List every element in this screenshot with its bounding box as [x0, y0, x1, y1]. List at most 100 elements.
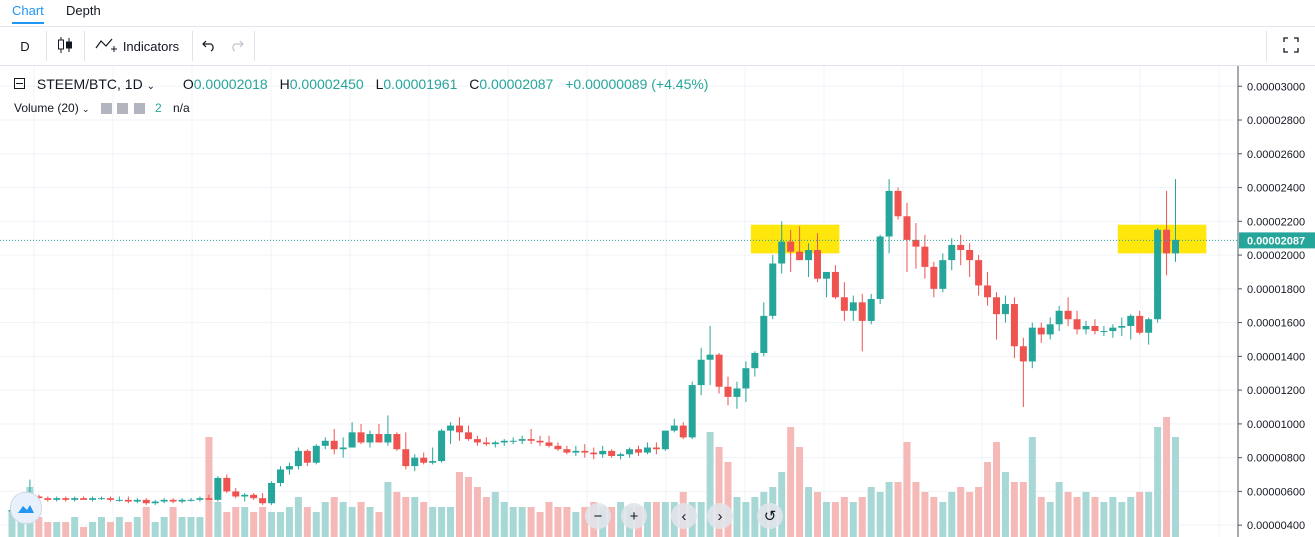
zoom-out-button[interactable]: − [585, 503, 611, 529]
volume-bar [1127, 497, 1135, 537]
candle-body [357, 432, 365, 443]
volume-bar [402, 497, 410, 537]
undo-button[interactable] [198, 27, 220, 65]
high-label: H [279, 76, 290, 92]
indicators-icon [95, 37, 119, 56]
scroll-right-button[interactable]: › [707, 503, 733, 529]
volume-bar [796, 447, 804, 537]
candle-body [966, 250, 974, 261]
candle-body [643, 447, 651, 453]
low-value: 0.00001961 [383, 76, 458, 92]
volume-bar [1145, 492, 1153, 537]
volume-bar [160, 517, 168, 537]
candle-body [939, 260, 947, 289]
volume-bar [966, 492, 974, 537]
y-tick-label: 0.00002600 [1247, 149, 1305, 161]
candlestick-icon [57, 36, 73, 57]
candle-body [688, 385, 696, 438]
redo-button[interactable] [226, 27, 248, 65]
settings-icon[interactable] [117, 103, 129, 115]
candle-body [581, 450, 589, 453]
volume-bar [98, 517, 105, 537]
y-tick-label: 0.00002800 [1247, 115, 1305, 127]
volume-bar [1010, 482, 1018, 537]
reset-chart-button[interactable]: ↺ [757, 503, 783, 529]
candle-body [840, 297, 848, 311]
candle-body [232, 491, 240, 497]
candle-body [993, 297, 1000, 315]
volume-bar [975, 487, 983, 537]
price-chart[interactable]: 0.00003000 0.00002800 0.00002600 0.00002400… [0, 66, 1315, 537]
volume-bar [303, 507, 311, 537]
volume-bar [751, 497, 759, 537]
y-tick-label: 0.00001200 [1247, 385, 1305, 397]
symbol-label[interactable]: STEEM/BTC, 1D [36, 76, 143, 92]
chevron-down-icon[interactable]: ⌄ [146, 81, 155, 92]
candle-body [1145, 319, 1153, 333]
close-icon[interactable] [133, 103, 145, 115]
candle-body [303, 450, 311, 463]
last-price-badge [1239, 232, 1315, 249]
volume-bar [805, 487, 813, 537]
volume-bar [464, 477, 472, 537]
candle-body [214, 477, 222, 500]
candle-body [1037, 327, 1045, 335]
volume-value: n/a [173, 101, 190, 115]
volume-bar [715, 447, 723, 537]
fullscreen-button[interactable] [1279, 27, 1303, 65]
separator [254, 31, 255, 61]
highlight-marks [750, 224, 1207, 254]
candle-body [98, 498, 105, 500]
volume-bar [124, 522, 132, 537]
zoom-in-button[interactable]: + [621, 503, 647, 529]
collapse-icon[interactable] [14, 78, 25, 89]
candle-body [527, 439, 535, 441]
candle-style-button[interactable] [52, 27, 78, 65]
highlight-box [1117, 224, 1207, 254]
volume-bar [214, 502, 222, 537]
separator [46, 31, 47, 61]
volume-bar [867, 487, 875, 537]
indicators-button[interactable]: Indicators [90, 27, 184, 65]
candle-body [482, 442, 490, 445]
candle-body [751, 352, 759, 369]
candle-body [411, 457, 419, 467]
fullscreen-icon [1283, 36, 1299, 56]
grid [0, 66, 1238, 537]
volume-bar [536, 512, 544, 537]
volume-label[interactable]: Volume (20) [14, 101, 79, 115]
volume-bar [822, 502, 830, 537]
eye-icon[interactable] [100, 103, 112, 115]
volume-bar [706, 432, 714, 537]
volume-bar [509, 507, 517, 537]
candle-body [1046, 324, 1054, 335]
logo-icon[interactable] [10, 492, 42, 524]
candle-body [831, 271, 839, 298]
candle-body [71, 498, 79, 500]
scroll-left-button[interactable]: ‹ [671, 503, 697, 529]
tab-chart[interactable]: Chart [12, 3, 44, 24]
volume-bar [984, 462, 992, 537]
volume-bar [133, 517, 141, 537]
candle-body [742, 368, 750, 389]
volume-bar [285, 507, 293, 537]
candle-body [590, 452, 598, 455]
volume-bar [142, 507, 150, 537]
volume-bar [1001, 472, 1009, 537]
volume-bar [89, 522, 97, 537]
volume-bar [1064, 492, 1072, 537]
volume-bar [500, 502, 508, 537]
volume-bar [563, 507, 571, 537]
candle-body [348, 432, 356, 448]
tab-depth[interactable]: Depth [66, 3, 101, 18]
legend: STEEM/BTC, 1D ⌄ O0.00002018 H0.00002450 … [14, 76, 708, 92]
volume-bar [778, 472, 786, 537]
candle-body [572, 450, 580, 453]
candle-body [626, 449, 634, 455]
candle-body [608, 450, 616, 456]
candle-body [518, 439, 526, 441]
tab-bar: Chart Depth [0, 0, 1315, 27]
interval-button[interactable]: D [12, 27, 38, 65]
candle-body [124, 499, 132, 502]
chevron-down-icon[interactable]: ⌄ [82, 104, 90, 114]
